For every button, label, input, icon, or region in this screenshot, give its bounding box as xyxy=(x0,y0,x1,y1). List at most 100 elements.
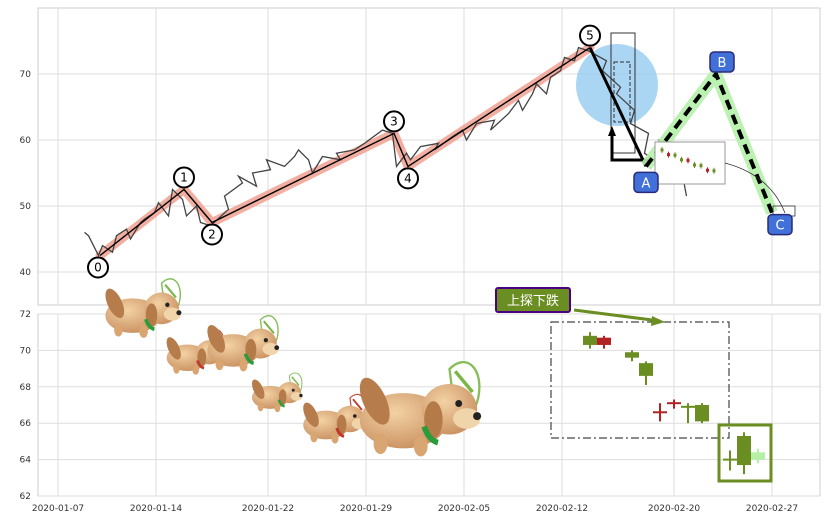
dog-muzzle xyxy=(452,408,481,429)
dog-eye xyxy=(291,388,295,392)
dog-leg xyxy=(114,323,123,337)
abc-label: A xyxy=(642,176,651,191)
wave-line xyxy=(99,47,591,257)
dog-leg xyxy=(139,324,148,338)
dog-tail xyxy=(359,377,390,425)
dog-tail xyxy=(105,288,125,319)
x-tick-label: 2020-01-22 xyxy=(242,504,294,514)
dog-ear xyxy=(145,303,158,327)
candle-body xyxy=(653,411,667,414)
dog-eye xyxy=(263,338,268,343)
dashdot-box xyxy=(550,321,730,439)
dog-picture xyxy=(105,278,182,338)
candle-body xyxy=(695,405,709,422)
candle-body xyxy=(597,337,611,345)
x-tick-label: 2020-01-29 xyxy=(340,504,393,514)
inset-candle-body xyxy=(673,153,677,157)
dog-tail xyxy=(207,324,226,353)
abc-dashed-line xyxy=(644,69,774,214)
lower-y-ticks: 62 64 66 68 70 72 xyxy=(20,310,32,502)
bracket-arrow xyxy=(608,126,616,136)
dog-collar xyxy=(277,399,285,408)
dog-collar xyxy=(144,318,155,332)
dog-tail xyxy=(166,337,181,360)
y-tick-label: 66 xyxy=(20,419,32,429)
dog-leg xyxy=(413,435,428,457)
candle-body xyxy=(681,405,695,408)
y-tick-label: 50 xyxy=(20,202,32,212)
x-tick-label: 2020-02-12 xyxy=(536,504,588,514)
wave-label: 2 xyxy=(208,228,216,242)
dog-leg xyxy=(331,432,339,444)
dog-wing-feather xyxy=(164,283,177,299)
dog-picture xyxy=(207,315,280,372)
wave-label: 3 xyxy=(390,114,398,128)
upper-panel: 0 1 2 3 4 5 A B C xyxy=(84,24,796,279)
candle-body xyxy=(723,458,737,461)
dog-eye xyxy=(165,302,170,307)
dog-collar xyxy=(421,425,439,446)
dog-picture xyxy=(251,372,303,413)
inset-candle-body xyxy=(699,164,703,168)
dog-decorations xyxy=(105,278,482,457)
abc-label: C xyxy=(775,219,784,234)
dog-leg xyxy=(239,359,248,372)
candle-body xyxy=(625,352,639,358)
inset-candle-body xyxy=(686,158,690,162)
dog-ear xyxy=(424,401,443,438)
bracket xyxy=(610,132,652,162)
callout-text: 上探下跌 xyxy=(507,293,559,309)
dog-leg xyxy=(173,363,180,374)
wave-label-circle xyxy=(579,24,601,47)
inset-candle-body xyxy=(706,168,709,172)
wave-label-circle xyxy=(383,110,405,133)
dog-wing-feather xyxy=(291,376,300,386)
abc-badge xyxy=(767,213,793,236)
x-ticks: 2020-01-07 2020-01-14 2020-01-22 2020-01-29… xyxy=(32,504,798,514)
dog-muzzle xyxy=(163,307,182,321)
dog-ear xyxy=(245,338,257,361)
x-tick-label: 2020-01-14 xyxy=(130,504,183,514)
upper-y-ticks: 40 50 60 70 xyxy=(20,70,32,278)
dog-nose xyxy=(473,412,482,421)
wave-label: 0 xyxy=(94,261,102,275)
y-tick-label: 70 xyxy=(20,346,32,356)
wave-label: 5 xyxy=(586,29,594,43)
dog-leg xyxy=(257,402,264,412)
callout-arrowhead xyxy=(651,316,665,326)
dog-eye xyxy=(353,414,357,418)
dog-collar xyxy=(196,360,205,370)
dog-collar xyxy=(243,353,255,365)
dog-wing-feather xyxy=(263,320,275,335)
dog-leg xyxy=(215,357,224,371)
y-tick-label: 70 xyxy=(20,70,32,80)
dog-nose xyxy=(299,393,303,398)
dog-collar xyxy=(335,427,345,438)
wave5-a-line xyxy=(588,46,648,168)
dog-leg xyxy=(192,364,200,375)
y-tick-label: 68 xyxy=(20,383,32,393)
dog-muzzle xyxy=(262,342,279,356)
inset-candle-body xyxy=(680,158,683,162)
dog-eye xyxy=(455,400,463,407)
y-tick-label: 72 xyxy=(20,310,31,320)
candle-body xyxy=(737,435,751,466)
candle-body xyxy=(751,452,765,460)
highlight-circle xyxy=(576,44,658,126)
y-tick-label: 64 xyxy=(20,456,32,466)
dog-ear xyxy=(197,348,207,366)
highlight-square xyxy=(717,423,773,483)
callout-arrow xyxy=(573,308,661,323)
y-tick-label: 40 xyxy=(20,268,32,278)
dog-nose xyxy=(176,310,182,316)
dog-picture xyxy=(359,361,482,457)
dog-leg xyxy=(274,403,281,413)
wave-label-circle xyxy=(87,256,109,279)
wave-label: 1 xyxy=(180,171,188,185)
inset-candle-body xyxy=(712,169,716,173)
candle-body xyxy=(639,363,653,376)
abc-label: B xyxy=(718,56,727,71)
zoom-box-inner xyxy=(613,61,631,123)
